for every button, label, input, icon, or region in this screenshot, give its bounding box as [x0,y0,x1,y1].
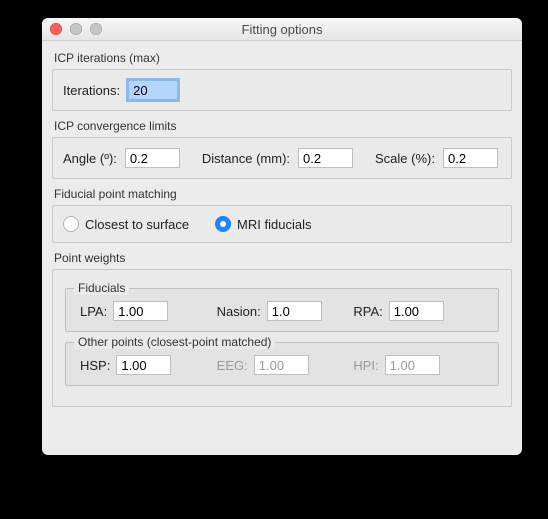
legend-other-points: Other points (closest-point matched) [74,335,275,349]
minimize-icon[interactable] [70,23,82,35]
subgroup-other-points: Other points (closest-point matched) HSP… [65,342,499,386]
angle-label: Angle (º): [63,151,117,166]
radio-mri-fiducials[interactable]: MRI fiducials [215,216,311,232]
close-icon[interactable] [50,23,62,35]
radio-closest-to-surface[interactable]: Closest to surface [63,216,189,232]
zoom-icon[interactable] [90,23,102,35]
hpi-input [385,355,440,375]
panel-icp-iterations: Iterations: [52,69,512,111]
group-label-fiducial-matching: Fiducial point matching [54,187,512,201]
hsp-label: HSP: [80,358,110,373]
group-label-icp-convergence: ICP convergence limits [54,119,512,133]
eeg-label: EEG: [217,358,248,373]
group-label-point-weights: Point weights [54,251,512,265]
nasion-label: Nasion: [217,304,261,319]
radio-closest-label: Closest to surface [85,217,189,232]
angle-input[interactable] [125,148,180,168]
group-label-icp-iterations: ICP iterations (max) [54,51,512,65]
eeg-input [254,355,309,375]
radio-icon [63,216,79,232]
distance-input[interactable] [298,148,353,168]
panel-point-weights: Fiducials LPA: Nasion: RPA: [52,269,512,407]
radio-mri-label: MRI fiducials [237,217,311,232]
lpa-input[interactable] [113,301,168,321]
window: Fitting options ICP iterations (max) Ite… [42,18,522,455]
scale-label: Scale (%): [375,151,435,166]
panel-icp-convergence: Angle (º): Distance (mm): Scale (%): [52,137,512,179]
window-title: Fitting options [42,22,522,37]
content: ICP iterations (max) Iterations: ICP con… [42,41,522,455]
rpa-label: RPA: [353,304,382,319]
nasion-input[interactable] [267,301,322,321]
distance-label: Distance (mm): [202,151,290,166]
scale-input[interactable] [443,148,498,168]
hsp-input[interactable] [116,355,171,375]
lpa-label: LPA: [80,304,107,319]
panel-fiducial-matching: Closest to surface MRI fiducials [52,205,512,243]
titlebar: Fitting options [42,18,522,41]
hpi-label: HPI: [353,358,378,373]
iterations-input[interactable] [128,80,178,100]
radio-icon [215,216,231,232]
window-controls [42,23,102,35]
iterations-label: Iterations: [63,83,120,98]
subgroup-fiducials: Fiducials LPA: Nasion: RPA: [65,288,499,332]
rpa-input[interactable] [389,301,444,321]
legend-fiducials: Fiducials [74,281,129,295]
